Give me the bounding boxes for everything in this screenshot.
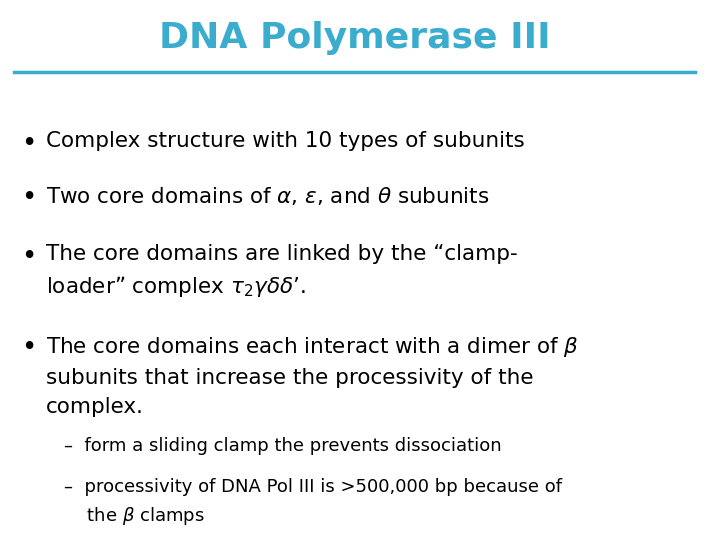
Text: –  form a sliding clamp the prevents dissociation: – form a sliding clamp the prevents diss… xyxy=(64,437,501,455)
Text: •: • xyxy=(22,131,37,157)
Text: Complex structure with 10 types of subunits: Complex structure with 10 types of subun… xyxy=(46,131,525,151)
Text: •: • xyxy=(22,244,37,270)
Text: The core domains each interact with a dimer of $\beta$
subunits that increase th: The core domains each interact with a di… xyxy=(46,335,579,417)
Text: •: • xyxy=(22,335,37,361)
Text: DNA Polymerase III: DNA Polymerase III xyxy=(158,21,550,55)
Text: –  processivity of DNA Pol III is >500,000 bp because of
    the $\beta$ clamps: – processivity of DNA Pol III is >500,00… xyxy=(64,478,562,527)
Text: •: • xyxy=(22,185,37,211)
Text: Two core domains of $\alpha$, $\varepsilon$, and $\theta$ subunits: Two core domains of $\alpha$, $\varepsil… xyxy=(46,185,490,207)
Text: The core domains are linked by the “clamp-
loader” complex $\tau_2\gamma\delta\d: The core domains are linked by the “clam… xyxy=(46,244,518,299)
